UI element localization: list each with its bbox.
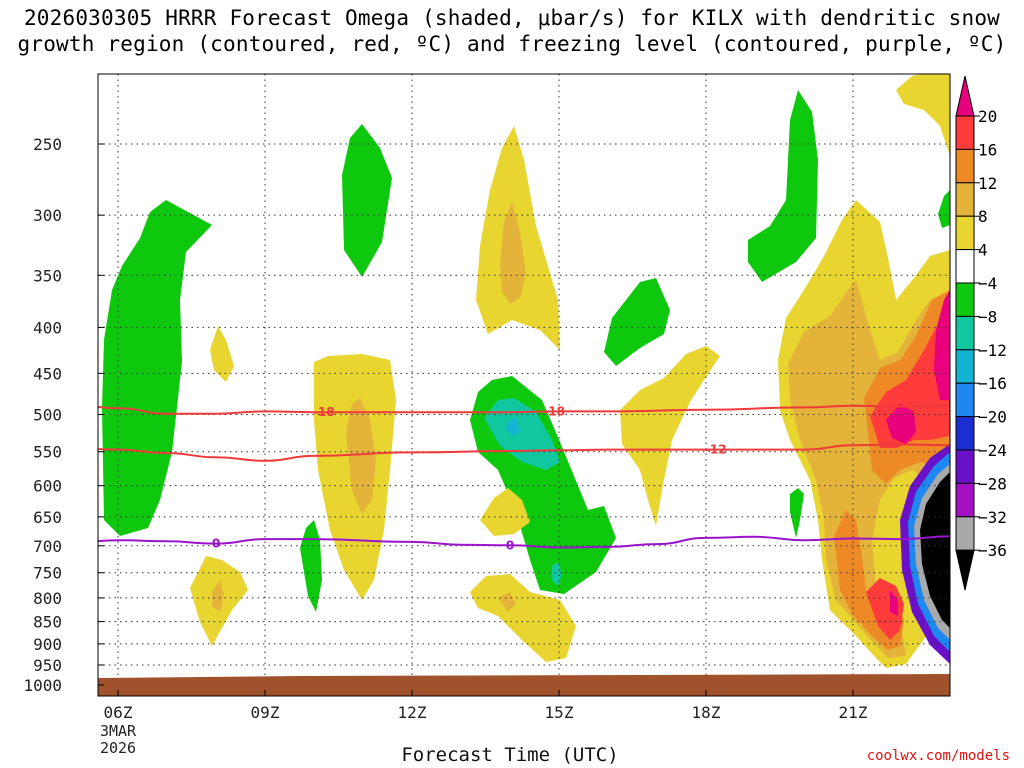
pressure-tick-label: 1000 [23,676,62,695]
colorbar-tick-label: −8 [978,307,997,326]
credit-link[interactable]: coolwx.com/models [866,748,1010,764]
time-tick-label: 15Z [545,703,574,722]
pressure-tick-label: 850 [33,613,62,632]
colorbar-tick-label: 20 [978,107,997,126]
chart-title-line-2: growth region (contoured, red, ºC) and f… [17,32,1007,56]
colorbar-segment [955,215,975,251]
omega-shade-yellow-region [896,74,950,156]
colorbar-segment [955,516,975,551]
time-tick-label: 09Z [251,703,280,722]
omega-shade-red-region [866,578,904,640]
omega-shade-yellow-region [470,574,576,662]
colorbar-segment [955,382,975,418]
colorbar-segment [955,182,975,217]
omega-shade-magenta-region [890,590,898,616]
omega-shade-lightorange-region [346,398,376,514]
contour-label: -18 [313,405,335,419]
colorbar-tick-label: −36 [978,541,1007,560]
colorbar-tick-label: −24 [978,441,1007,460]
omega-shade-yellow-region [480,488,530,536]
colorbar-tick-label: −28 [978,474,1007,493]
colorbar-segment [955,449,975,484]
contour-label: 0 [506,538,514,552]
omega-shading [102,74,950,668]
pressure-tick-label: 900 [33,635,62,654]
omega-shade-green-region [342,124,392,277]
omega-shade-black-region [920,472,950,628]
colorbar-segment [955,349,975,384]
temperature-contours: -18 -18 -12 0 0 [98,404,950,552]
omega-shade-magenta-region [934,290,950,400]
omega-shade-lightorange-region [500,202,526,304]
chart-title-line-1: 2026030305 HRRR Forecast Omega (shaded, … [23,6,1001,30]
colorbar-tick-label: 8 [978,207,988,226]
contour-label: 0 [212,537,220,551]
pressure-tick-label: 650 [33,508,62,527]
contour-line [98,404,950,415]
pressure-tick-label: 550 [33,443,62,462]
pressure-tick-label: 250 [33,135,62,154]
pressure-axis: 250 300 350 400 450 500 550 600 650 700 750 800 850 9… [23,135,104,695]
colorbar-tick-label: 16 [978,140,997,159]
omega-shade-green-region [748,90,818,282]
x-axis-label: Forecast Time (UTC) [401,744,619,766]
colorbar-segment [955,315,975,351]
colorbar-segment [955,282,975,317]
omega-shade-teal-region [484,398,560,470]
contour-label: -18 [543,404,565,418]
colorbar-tick-label: −4 [978,274,997,293]
omega-shade-lightorange-region [498,592,516,612]
colorbar-tick-label: −16 [978,374,1007,393]
time-tick-label: 12Z [398,703,427,722]
terrain-surface [98,674,950,696]
colorbar-bottom-arrow [955,549,975,591]
omega-shade-green-region [938,190,950,228]
pressure-tick-label: 950 [33,656,62,675]
pressure-tick-label: 750 [33,564,62,583]
omega-shade-magenta-region [886,404,916,444]
omega-shade-yellow-region [210,326,234,382]
colorbar-segment [955,148,975,184]
omega-shade-green-region [790,488,804,538]
pressure-tick-label: 400 [33,318,62,337]
date-label-day: 3MAR [99,722,137,740]
pressure-tick-label: 700 [33,537,62,556]
colorbar-segment [955,115,975,150]
contour-label: -12 [705,443,727,457]
colorbar-segment [955,249,975,284]
pressure-tick-label: 800 [33,589,62,608]
colorbar-tick-label: −12 [978,341,1007,360]
omega-shade-cyan-region [506,418,520,436]
pressure-tick-label: 300 [33,206,62,225]
colorbar-tick-label: −32 [978,508,1007,527]
colorbar-tick-label: 4 [978,241,988,260]
colorbar-segment [955,482,975,518]
gridlines [98,74,950,696]
colorbar-top-arrow [955,75,975,117]
pressure-tick-label: 600 [33,477,62,496]
time-tick-label: 06Z [104,703,133,722]
plot-frame [97,73,951,697]
time-tick-label: 18Z [692,703,721,722]
date-label-year: 2026 [99,739,137,757]
time-tick-label: 21Z [839,703,868,722]
colorbar-segment [955,416,975,451]
pressure-tick-label: 450 [33,364,62,383]
contour-line [98,535,950,549]
omega-colorbar: 20 16 12 8 4 −4 −8 −12 −16 −20 −24 −28 −32 −36 [955,75,1007,591]
omega-shade-green-region [102,200,212,536]
pressure-tick-label: 500 [33,406,62,425]
colorbar-tick-label: 12 [978,174,997,193]
omega-shade-green-region [300,520,322,612]
omega-shade-red-region [870,310,950,448]
time-axis: 06Z 09Z 12Z 15Z 18Z 21Z [104,690,868,722]
pressure-tick-label: 350 [33,266,62,285]
omega-shade-yellow-region [620,346,720,526]
contour-line [98,443,950,462]
omega-shade-lightorange-region [212,580,224,612]
omega-shade-green-region [604,278,670,366]
colorbar-tick-label: −20 [978,408,1007,427]
